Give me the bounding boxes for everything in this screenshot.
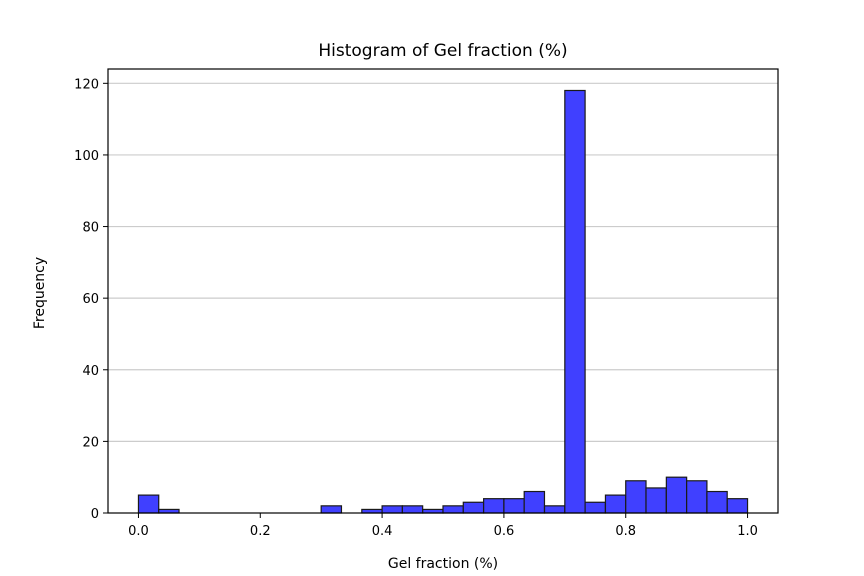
bars: [137, 89, 749, 514]
y-tick-label: 60: [82, 292, 99, 307]
y-tick-label: 120: [74, 77, 99, 92]
y-tick-label: 0: [91, 507, 99, 522]
histogram-bar: [137, 494, 160, 514]
y-tick-label: 100: [74, 149, 99, 164]
x-tick-label: 0.0: [128, 524, 149, 539]
x-tick-label: 0.8: [615, 524, 636, 539]
histogram-bar: [543, 505, 566, 514]
histogram-bar: [401, 505, 424, 514]
plot-frame: [107, 68, 779, 514]
histogram-bar: [726, 498, 749, 514]
histogram-bar: [706, 490, 728, 514]
x-tick-label: 0.6: [494, 524, 515, 539]
histogram-bar: [625, 480, 647, 514]
chart-title: Histogram of Gel fraction (%): [318, 41, 567, 61]
x-axis-ticks: 0.0 0.2 0.4 0.6 0.8 1.0: [128, 513, 758, 539]
y-axis-label: Frequency: [32, 257, 48, 329]
histogram-bar: [483, 498, 505, 514]
x-tick-label: 0.4: [372, 524, 393, 539]
histogram-bar: [686, 480, 708, 514]
histogram-bar: [604, 494, 627, 514]
histogram-bar: [665, 476, 688, 514]
histogram-bar: [442, 505, 464, 514]
x-axis-label: Gel fraction (%): [388, 556, 498, 572]
x-tick-label: 1.0: [737, 524, 758, 539]
y-tick-label: 80: [82, 221, 99, 236]
histogram-bar: [564, 89, 586, 514]
histogram-bar: [462, 501, 485, 514]
y-tick-label: 20: [82, 435, 99, 450]
histogram-bar: [645, 487, 667, 514]
x-tick-label: 0.2: [250, 524, 271, 539]
y-tick-label: 40: [82, 364, 99, 379]
y-axis-ticks: 0 20 40 60 80 100 120: [74, 77, 108, 522]
histogram-bar: [584, 501, 606, 514]
histogram-bar: [320, 505, 343, 514]
histogram-bar: [523, 490, 546, 514]
histogram-bar: [381, 505, 403, 514]
histogram-bar: [503, 498, 525, 514]
grid-lines: [108, 82, 778, 442]
